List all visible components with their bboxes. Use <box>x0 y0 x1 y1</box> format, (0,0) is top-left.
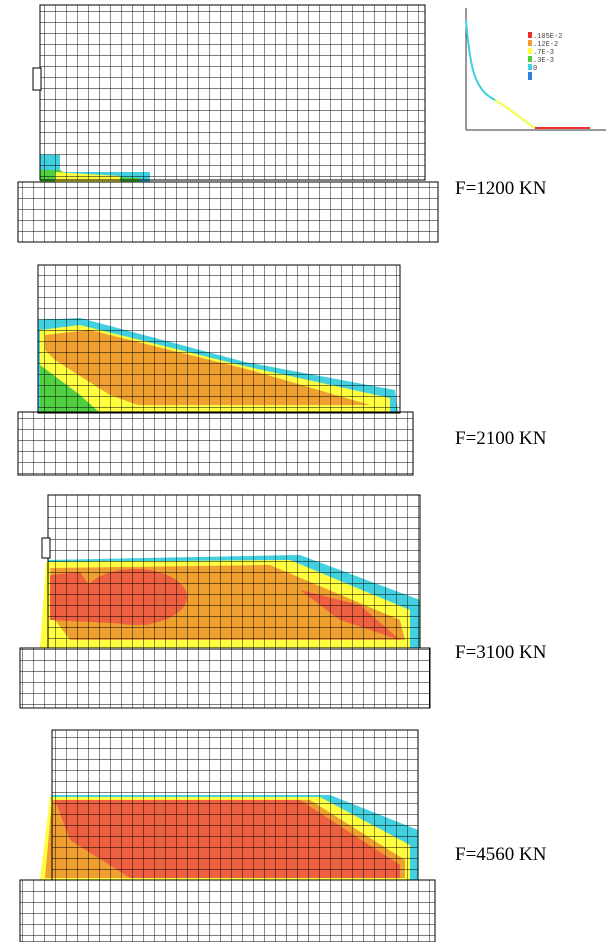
panel: F=2100 KN <box>18 265 547 475</box>
wall-mesh <box>52 730 418 880</box>
legend-swatch <box>528 40 532 46</box>
load-label: F=1200 KN <box>455 178 547 199</box>
legend-label: 0 <box>533 65 537 73</box>
legend-label: .105E-2 <box>533 33 562 41</box>
wall-mesh <box>48 495 420 648</box>
panel: F=4560 KN <box>20 730 547 942</box>
wall-mesh <box>40 5 425 180</box>
load-label: F=3100 KN <box>455 642 547 663</box>
legend-label: .3E-3 <box>533 57 554 65</box>
legend-label: .7E-3 <box>533 49 554 57</box>
curve <box>466 20 535 128</box>
base-mesh <box>18 412 413 475</box>
panel: F=3100 KN <box>20 495 547 708</box>
base-mesh <box>20 880 435 942</box>
base-mesh <box>20 648 430 708</box>
figure: F=1200 KN .105E-2 .12E-2 .7E-3 .3E-3 0 F… <box>0 0 609 942</box>
legend-swatch <box>528 48 532 54</box>
base-mesh <box>18 182 438 242</box>
load-label: F=2100 KN <box>455 428 547 449</box>
legend-swatch <box>528 72 532 80</box>
legend-swatch <box>528 56 532 62</box>
mesh-element <box>42 538 50 558</box>
load-label: F=4560 KN <box>455 844 547 865</box>
legend-label: .12E-2 <box>533 41 558 49</box>
mesh-element <box>33 68 41 90</box>
legend-swatch <box>528 64 532 70</box>
wall-mesh <box>38 265 400 413</box>
legend-inset: .105E-2 .12E-2 .7E-3 .3E-3 0 <box>466 8 606 130</box>
legend-swatch <box>528 32 532 38</box>
curve <box>495 100 535 128</box>
